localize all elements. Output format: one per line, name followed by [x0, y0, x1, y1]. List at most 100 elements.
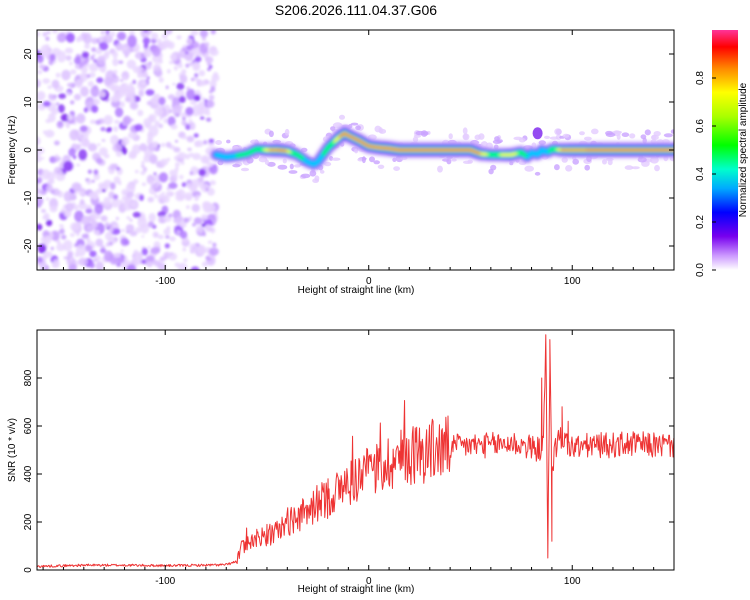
- noise-speckle: [56, 120, 64, 129]
- ridge-halo-speckle: [591, 128, 599, 135]
- noise-speckle: [110, 95, 119, 103]
- noise-speckle: [51, 188, 60, 196]
- noise-speckle: [48, 112, 56, 123]
- snr-series: [37, 334, 674, 568]
- noise-speckle: [37, 256, 43, 263]
- noise-speckle: [176, 35, 182, 40]
- noise-speckle: [96, 55, 106, 67]
- noise-speckle: [41, 209, 46, 213]
- noise-speckle: [166, 69, 171, 74]
- noise-speckle: [68, 147, 76, 157]
- ridge-halo-speckle: [653, 131, 661, 137]
- noise-speckle: [38, 64, 46, 69]
- noise-speckle: [52, 30, 58, 34]
- noise-speckle: [71, 182, 82, 192]
- noise-speckle: [78, 257, 88, 266]
- noise-speckle: [193, 217, 202, 225]
- colorbar-tick-label: 0.2: [695, 215, 706, 229]
- noise-speckle: [200, 183, 210, 193]
- noise-speckle: [134, 124, 143, 132]
- spectrogram-x-tick-label: -100: [155, 276, 175, 287]
- noise-speckle: [43, 235, 52, 244]
- noise-speckle: [109, 163, 117, 171]
- noise-speckle: [115, 216, 119, 221]
- spectrogram-noise-region: [37, 30, 220, 270]
- ridge-halo-speckle: [544, 135, 550, 139]
- noise-speckle: [69, 129, 80, 141]
- noise-speckle: [37, 147, 45, 155]
- noise-speckle: [80, 139, 91, 148]
- spectrogram-x-tick-label: 100: [564, 276, 581, 287]
- noise-speckle: [150, 247, 161, 255]
- noise-speckle: [186, 135, 195, 143]
- ridge-halo-speckle: [319, 170, 325, 174]
- noise-speckle: [154, 106, 164, 117]
- noise-speckle: [198, 70, 206, 77]
- noise-speckle: [110, 134, 119, 146]
- noise-speckle: [186, 205, 190, 210]
- noise-speckle: [118, 257, 125, 264]
- noise-speckle: [81, 51, 90, 59]
- noise-speckle: [92, 258, 98, 263]
- noise-speckle: [194, 56, 202, 63]
- noise-speckle: [141, 235, 145, 238]
- noise-speckle: [185, 63, 190, 68]
- noise-speckle: [43, 251, 53, 258]
- noise-speckle: [153, 94, 159, 99]
- ridge-halo-speckle: [654, 164, 660, 172]
- noise-speckle: [158, 96, 166, 106]
- noise-speckle: [173, 147, 181, 153]
- noise-speckle: [210, 30, 216, 35]
- ridge-halo-speckle: [393, 166, 400, 172]
- noise-speckle: [42, 32, 47, 37]
- noise-speckle: [165, 85, 169, 90]
- noise-speckle: [66, 124, 70, 129]
- noise-speckle: [78, 149, 88, 161]
- noise-speckle: [93, 173, 100, 181]
- noise-speckle: [37, 176, 43, 184]
- snr-x-tick-label: -100: [155, 576, 175, 587]
- noise-speckle: [208, 94, 215, 101]
- noise-speckle: [127, 131, 137, 139]
- noise-speckle: [194, 90, 201, 96]
- snr-panel: -100 0 100 0 200 400 600 800 Height of straigh…: [7, 329, 675, 595]
- noise-speckle: [190, 30, 199, 36]
- noise-speckle: [171, 104, 182, 116]
- noise-speckle: [180, 161, 185, 165]
- noise-speckle: [69, 61, 73, 66]
- noise-speckle: [158, 58, 163, 64]
- ridge-halo-speckle: [616, 133, 621, 140]
- noise-speckle: [37, 223, 43, 231]
- noise-speckle: [202, 231, 206, 237]
- ridge-halo-speckle: [282, 158, 287, 164]
- noise-speckle: [76, 143, 81, 150]
- noise-speckle: [76, 113, 86, 124]
- spectrogram-y-ticks: -20 -10 0 10 20: [23, 48, 674, 253]
- noise-speckle: [66, 82, 73, 87]
- noise-speckle: [120, 79, 124, 82]
- snr-y-tick-label: 800: [23, 369, 34, 386]
- noise-speckle: [99, 41, 109, 51]
- noise-speckle: [207, 67, 211, 71]
- noise-speckle: [111, 86, 118, 91]
- noise-speckle: [201, 223, 206, 228]
- noise-speckle: [129, 230, 138, 237]
- noise-speckle: [147, 196, 155, 203]
- noise-speckle: [209, 180, 216, 186]
- noise-speckle: [186, 38, 193, 45]
- noise-speckle: [100, 245, 106, 249]
- noise-speckle: [64, 211, 70, 217]
- noise-speckle: [126, 216, 131, 220]
- noise-speckle: [59, 224, 64, 228]
- noise-speckle: [164, 243, 170, 249]
- noise-speckle: [182, 47, 187, 52]
- noise-speckle: [191, 77, 195, 82]
- noise-speckle: [143, 30, 149, 33]
- noise-speckle: [91, 37, 99, 45]
- ridge-halo-speckle: [377, 164, 385, 169]
- noise-speckle: [170, 252, 173, 256]
- noise-speckle: [191, 179, 200, 188]
- noise-speckle: [49, 53, 56, 62]
- noise-speckle: [144, 33, 148, 37]
